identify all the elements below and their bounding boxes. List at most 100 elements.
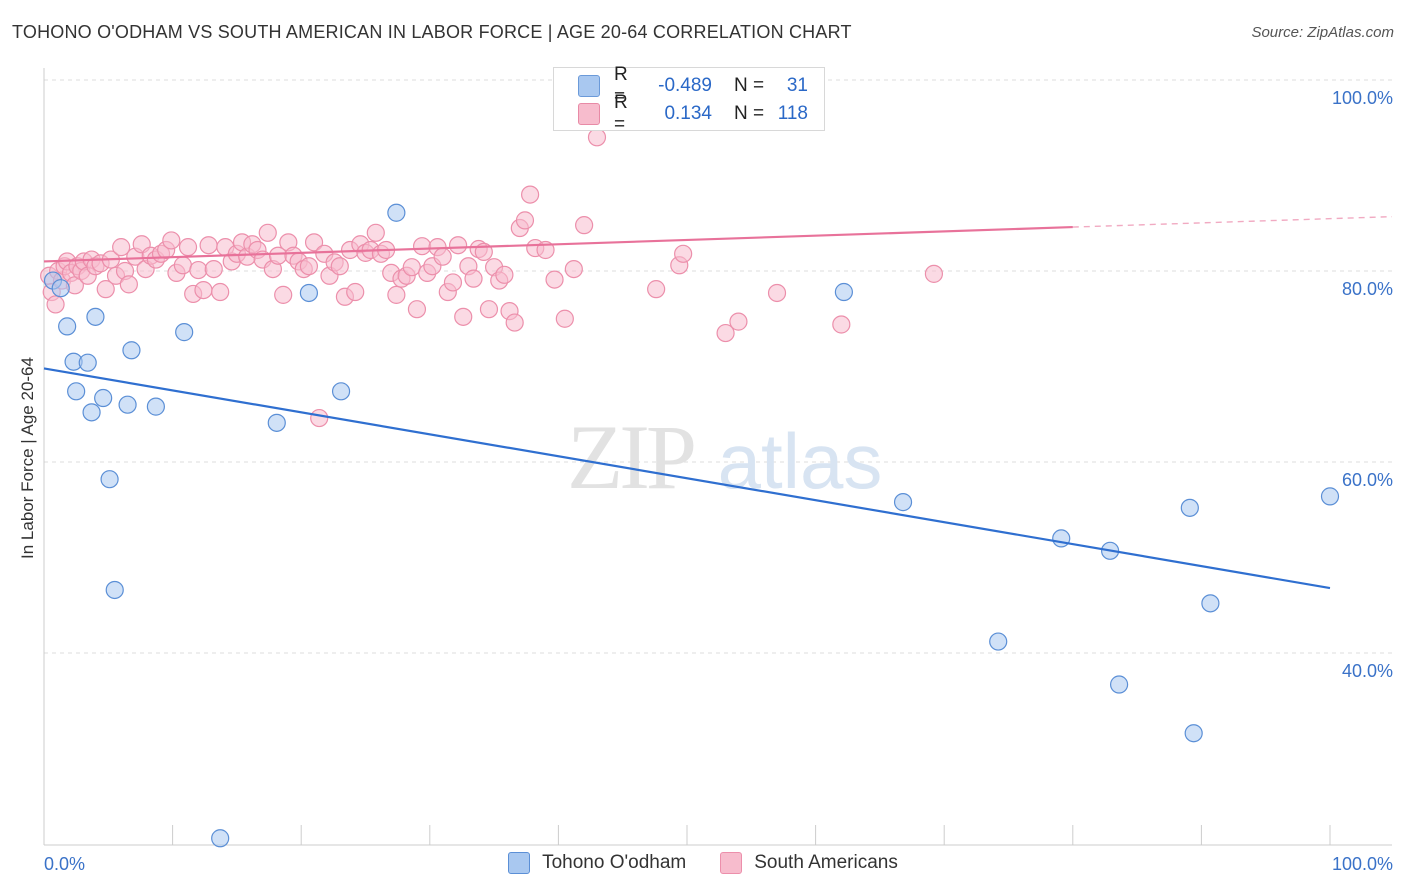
data-point	[1184, 724, 1203, 743]
trend-line-extension-1	[1072, 215, 1393, 228]
y-tick-label: 80.0%	[1342, 279, 1393, 299]
data-point	[175, 323, 194, 342]
data-point	[495, 265, 514, 284]
watermark: ZIP atlas	[567, 406, 882, 508]
data-point	[122, 341, 141, 360]
data-point	[1180, 498, 1199, 517]
data-point	[199, 236, 218, 255]
stats-swatch-south-americans	[578, 103, 600, 125]
data-point	[402, 258, 421, 277]
data-point	[505, 313, 524, 332]
data-point	[729, 312, 748, 331]
data-point	[162, 231, 181, 250]
data-point	[647, 280, 666, 299]
data-point	[78, 353, 97, 372]
data-point	[267, 413, 286, 432]
legend-label-tohono: Tohono O'odham	[542, 852, 687, 873]
data-point	[194, 281, 213, 300]
data-point	[448, 236, 468, 255]
data-point	[119, 275, 138, 294]
data-point	[211, 829, 230, 848]
data-point	[834, 282, 853, 302]
stats-row-tohono: R = -0.489 N = 31	[578, 64, 808, 107]
data-point	[46, 295, 65, 314]
data-point	[178, 238, 198, 257]
data-point	[304, 233, 324, 252]
data-point	[366, 223, 385, 242]
r-value: -0.489	[658, 75, 712, 96]
n-label: N =	[734, 103, 765, 124]
r-label: R =	[614, 64, 628, 107]
data-point	[433, 247, 452, 266]
data-point	[67, 382, 86, 401]
legend-swatch-south-americans	[720, 852, 743, 874]
data-point	[443, 273, 463, 292]
data-point	[564, 259, 583, 279]
grid-lines	[44, 79, 1392, 654]
legend-label-south-americans: South Americans	[754, 852, 898, 873]
series-legend: Tohono O'odham South Americans	[0, 852, 1406, 874]
n-value: 118	[777, 103, 808, 124]
data-point	[204, 259, 223, 279]
n-label: N =	[734, 75, 765, 96]
series-south-americans-points	[40, 70, 944, 428]
legend-item-tohono[interactable]: Tohono O'odham	[508, 852, 686, 874]
data-point	[82, 403, 101, 422]
legend-item-south-americans[interactable]: South Americans	[720, 852, 898, 874]
data-point	[189, 260, 208, 280]
data-point	[555, 309, 574, 328]
y-tick-label: 40.0%	[1342, 661, 1393, 681]
data-point	[1052, 529, 1071, 548]
data-point	[86, 307, 105, 326]
data-point	[112, 238, 131, 257]
data-point	[387, 285, 406, 304]
data-point	[521, 185, 540, 204]
data-point	[58, 317, 77, 336]
stats-legend: R = -0.489 N = 31 R = 0.134 N = 118	[553, 64, 825, 135]
data-point	[989, 632, 1008, 651]
data-point	[674, 244, 693, 263]
trend-line-0	[43, 367, 1331, 590]
data-point	[1320, 487, 1340, 506]
x-tick-label-min: 0.0%	[44, 854, 85, 874]
data-point	[464, 269, 483, 288]
data-point	[105, 580, 124, 600]
axes	[43, 68, 1392, 846]
data-point	[832, 315, 851, 334]
y-tick-labels: 100.0% 80.0% 60.0% 40.0%	[1332, 88, 1393, 681]
watermark-atlas: atlas	[718, 417, 883, 505]
data-point	[893, 493, 913, 512]
data-point	[51, 279, 70, 298]
x-tick-label-max: 100.0%	[1332, 854, 1393, 874]
data-point	[1109, 675, 1129, 694]
data-point	[407, 300, 427, 319]
r-label: R =	[614, 92, 628, 135]
y-tick-label: 60.0%	[1342, 470, 1393, 490]
data-point	[211, 282, 230, 302]
data-point	[299, 257, 319, 276]
data-point	[331, 382, 351, 401]
data-point	[118, 395, 137, 414]
data-point	[515, 211, 535, 230]
data-point	[924, 264, 944, 283]
data-point	[94, 388, 113, 408]
y-axis-label: In Labor Force | Age 20-64	[18, 357, 37, 559]
data-point	[412, 237, 432, 256]
data-point	[479, 300, 499, 319]
series-tohono-points	[43, 73, 1340, 848]
y-tick-label: 100.0%	[1332, 88, 1393, 108]
data-point	[387, 203, 406, 222]
data-point	[274, 285, 293, 304]
data-point	[330, 257, 349, 276]
data-point	[310, 408, 329, 428]
chart-title: TOHONO O'ODHAM VS SOUTH AMERICAN IN LABO…	[12, 22, 852, 42]
data-point	[146, 397, 165, 416]
data-point	[100, 470, 119, 489]
data-point	[1201, 594, 1220, 613]
r-value: 0.134	[664, 103, 712, 124]
data-point	[258, 223, 277, 242]
source-label: Source: ZipAtlas.com	[1251, 24, 1394, 41]
legend-swatch-tohono	[508, 852, 531, 874]
data-point	[767, 283, 787, 303]
